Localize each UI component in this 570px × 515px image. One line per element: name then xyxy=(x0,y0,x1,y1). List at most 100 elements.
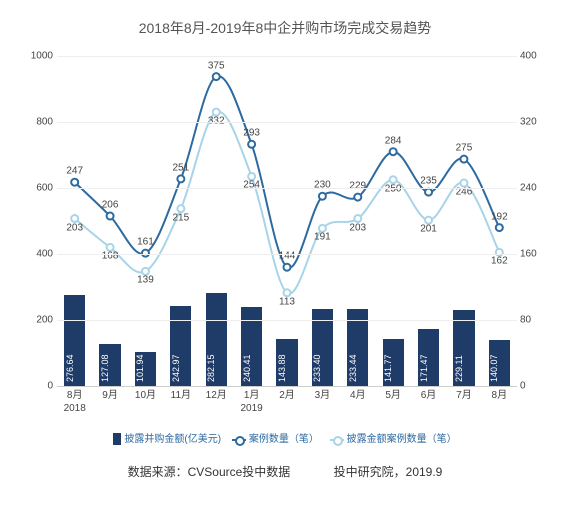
plot-inner: 276.64127.08101.94242.97282.15240.41143.… xyxy=(57,56,517,386)
bar-value-label: 127.08 xyxy=(100,354,110,382)
line-value-label: 293 xyxy=(243,128,260,139)
marker-icon xyxy=(213,109,220,116)
bar: 140.07 xyxy=(489,340,510,386)
grid-line xyxy=(57,188,517,189)
y-axis-right: 080160240320400 xyxy=(520,56,550,386)
marker-icon xyxy=(284,289,291,296)
bar-value-label: 141.77 xyxy=(383,354,393,382)
legend: 披露并购金额(亿美元) 案例数量（笔） 披露金额案例数量（笔） xyxy=(20,430,550,445)
marker-icon xyxy=(71,215,78,222)
x-tick: 5月 xyxy=(385,386,401,401)
line-value-label: 203 xyxy=(349,222,366,233)
marker-icon xyxy=(390,176,397,183)
line-value-label: 168 xyxy=(102,251,119,262)
marker-icon xyxy=(425,217,432,224)
y-right-tick: 160 xyxy=(520,249,550,260)
bar-value-label: 229.11 xyxy=(454,355,464,382)
bar-value-label: 282.15 xyxy=(206,354,216,382)
marker-icon xyxy=(319,193,326,200)
grid-line xyxy=(57,386,517,387)
y-left-tick: 1000 xyxy=(23,51,53,62)
marker-icon xyxy=(213,73,220,80)
x-tick: 7月 xyxy=(456,386,472,401)
x-tick: 6月 xyxy=(421,386,437,401)
line-value-label: 113 xyxy=(279,296,295,307)
bar: 101.94 xyxy=(135,352,156,386)
x-tick: 9月 xyxy=(102,386,118,401)
grid-line xyxy=(57,320,517,321)
line-value-label: 247 xyxy=(66,166,83,177)
y-left-tick: 200 xyxy=(23,315,53,326)
y-left-tick: 0 xyxy=(23,381,53,392)
bar: 240.41 xyxy=(241,307,262,386)
marker-icon xyxy=(248,141,255,148)
line-value-label: 203 xyxy=(66,222,83,233)
marker-icon xyxy=(177,175,184,182)
plot-area: 02004006008001000 080160240320400 276.64… xyxy=(25,56,545,386)
bar: 276.64 xyxy=(64,295,85,386)
bar: 143.88 xyxy=(276,339,297,386)
line-value-label: 191 xyxy=(314,232,331,243)
line-value-label: 254 xyxy=(243,180,260,191)
legend-line2: 披露金额案例数量（笔） xyxy=(330,430,457,445)
line-value-label: 139 xyxy=(137,275,154,286)
x-tick: 4月 xyxy=(350,386,366,401)
marker-icon xyxy=(390,148,397,155)
x-tick: 8月2018 xyxy=(64,386,86,414)
marker-icon xyxy=(425,189,432,196)
marker-icon xyxy=(142,268,149,275)
y-right-tick: 0 xyxy=(520,381,550,392)
line-value-label: 161 xyxy=(137,237,154,248)
chart-title: 2018年8月-2019年8中企并购市场完成交易趋势 xyxy=(20,18,550,38)
line-value-label: 162 xyxy=(491,256,508,267)
y-right-tick: 320 xyxy=(520,117,550,128)
chart-container: 2018年8月-2019年8中企并购市场完成交易趋势 0200400600800… xyxy=(0,0,570,515)
bar-value-label: 276.64 xyxy=(65,354,75,382)
bar: 229.11 xyxy=(453,310,474,386)
line-value-label: 215 xyxy=(173,212,190,223)
marker-icon xyxy=(319,225,326,232)
bar-value-label: 143.88 xyxy=(277,354,287,382)
line-value-label: 275 xyxy=(456,143,473,154)
line-swatch-icon xyxy=(330,439,344,441)
bar: 282.15 xyxy=(206,293,227,386)
bar-value-label: 140.07 xyxy=(489,354,499,382)
y-axis-left: 02004006008001000 xyxy=(23,56,53,386)
marker-icon xyxy=(71,179,78,186)
bar-value-label: 240.41 xyxy=(242,354,252,382)
x-tick: 1月2019 xyxy=(240,386,262,414)
bar-value-label: 233.44 xyxy=(348,354,358,382)
y-left-tick: 600 xyxy=(23,183,53,194)
line-value-label: 284 xyxy=(385,135,402,146)
legend-line1-label: 案例数量（笔） xyxy=(249,434,319,445)
marker-icon xyxy=(107,244,114,251)
line-layer xyxy=(57,56,517,386)
line-value-label: 192 xyxy=(491,211,508,222)
bar: 127.08 xyxy=(99,344,120,386)
line-value-label: 375 xyxy=(208,60,225,71)
line-value-label: 201 xyxy=(420,224,437,235)
grid-line xyxy=(57,254,517,255)
bar: 141.77 xyxy=(383,339,404,386)
marker-icon xyxy=(496,224,503,231)
footer-org: 投中研究院，2019.9 xyxy=(334,465,443,479)
x-tick: 11月 xyxy=(171,386,191,401)
y-right-tick: 80 xyxy=(520,315,550,326)
line-value-label: 229 xyxy=(349,181,366,192)
line-value-label: 144 xyxy=(279,251,296,262)
marker-icon xyxy=(460,180,467,187)
marker-icon xyxy=(284,264,291,271)
y-left-tick: 400 xyxy=(23,249,53,260)
x-tick: 2月 xyxy=(279,386,295,401)
marker-icon xyxy=(107,213,114,220)
marker-icon xyxy=(248,173,255,180)
chart-footer: 数据来源：CVSource投中数据 投中研究院，2019.9 xyxy=(20,463,550,480)
x-tick: 12月 xyxy=(206,386,227,401)
line-value-label: 251 xyxy=(173,163,190,174)
marker-icon xyxy=(460,156,467,163)
x-tick: 10月 xyxy=(135,386,156,401)
y-right-tick: 240 xyxy=(520,183,550,194)
bar-value-label: 171.47 xyxy=(419,354,429,382)
grid-line xyxy=(57,122,517,123)
line-value-label: 206 xyxy=(102,200,119,211)
